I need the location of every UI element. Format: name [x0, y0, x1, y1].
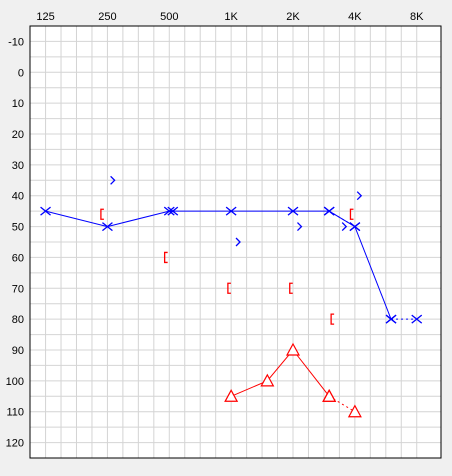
x-marker — [167, 206, 179, 216]
x-marker — [349, 222, 361, 232]
y-tick-label: 10 — [12, 98, 24, 110]
x-tick-label: 500 — [160, 11, 178, 23]
angle-marker — [297, 222, 303, 232]
x-tick-label: 125 — [36, 11, 54, 23]
y-tick-label: 90 — [12, 345, 24, 357]
x-tick-label: 4K — [348, 11, 362, 23]
triangle-marker — [285, 342, 301, 356]
angle-marker — [110, 175, 116, 185]
y-tick-label: 80 — [12, 314, 24, 326]
y-tick-label: 20 — [12, 129, 24, 141]
bracket-marker — [349, 208, 354, 220]
bracket-marker — [100, 208, 104, 220]
triangle-marker — [224, 389, 239, 402]
angle-marker — [341, 222, 348, 232]
y-tick-label: 30 — [12, 160, 24, 172]
x-marker — [287, 206, 299, 216]
y-tick-label: 50 — [12, 222, 24, 234]
series-line — [230, 349, 330, 397]
x-marker — [102, 222, 113, 232]
bracket-marker — [289, 282, 293, 294]
y-tick-label: 60 — [12, 252, 24, 264]
x-tick-label: 1K — [224, 11, 238, 23]
y-tick-label: 0 — [18, 67, 24, 79]
x-axis-ticks: 125 250 500 1K 2K 4K 8K — [36, 11, 424, 23]
triangle-marker — [260, 373, 275, 387]
x-marker — [40, 206, 51, 216]
bracket-marker — [330, 313, 335, 325]
y-tick-label: 40 — [12, 191, 24, 203]
y-tick-label: -10 — [8, 36, 24, 48]
x-tick-label: 250 — [98, 11, 116, 23]
triangle-marker — [347, 404, 362, 418]
x-marker — [385, 314, 397, 324]
angle-marker — [235, 237, 241, 247]
grid — [30, 26, 441, 458]
x-marker — [323, 206, 335, 216]
x-tick-label: 8K — [410, 11, 424, 23]
x-marker — [411, 314, 423, 324]
bracket-marker — [163, 251, 168, 264]
y-tick-label: 70 — [12, 283, 24, 295]
series-line — [45, 210, 392, 320]
x-marker — [163, 206, 175, 216]
x-marker — [225, 206, 237, 216]
data-series — [40, 175, 423, 418]
x-tick-label: 2K — [286, 11, 300, 23]
y-tick-label: 100 — [6, 376, 24, 388]
plot-frame — [29, 25, 442, 459]
y-tick-label: 110 — [6, 407, 24, 419]
y-tick-label: 120 — [6, 438, 24, 450]
triangle-marker — [322, 389, 337, 402]
angle-marker — [356, 191, 363, 201]
y-axis-ticks: -10 0 10 20 30 40 50 60 70 80 90 100 110 120 — [6, 36, 24, 449]
bracket-marker — [227, 282, 231, 294]
